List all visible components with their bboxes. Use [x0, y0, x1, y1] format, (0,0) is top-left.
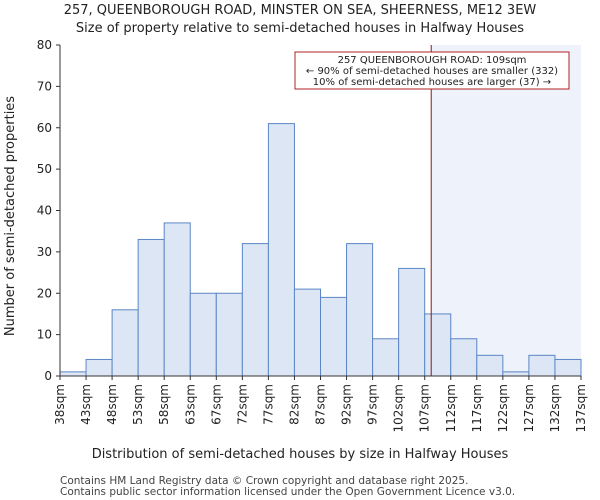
footer-line-2: Contains public sector information licen…: [60, 486, 515, 498]
x-tick-label: 87sqm: [314, 384, 328, 425]
histogram-bar: [424, 313, 452, 377]
annotation-line-3: 10% of semi-detached houses are larger (…: [313, 77, 551, 88]
y-tick-label: 20: [37, 286, 52, 300]
histogram-bar: [163, 222, 191, 377]
histogram-bar: [59, 371, 87, 377]
x-tick-label: 38sqm: [53, 384, 67, 425]
histogram-bar: [267, 123, 295, 377]
y-tick-label: 60: [37, 121, 52, 135]
histogram-bar: [320, 296, 348, 377]
histogram-bar: [85, 358, 113, 377]
marker-annotation: 257 QUEENBOROUGH ROAD: 109sqm ← 90% of s…: [294, 51, 570, 90]
x-tick-label: 97sqm: [366, 384, 380, 425]
histogram-bar: [528, 354, 556, 377]
x-tick-label: 117sqm: [470, 384, 484, 432]
y-tick-label: 50: [37, 162, 52, 176]
y-tick-label: 10: [37, 328, 52, 342]
x-tick-label: 92sqm: [340, 384, 354, 425]
histogram-bar: [111, 309, 139, 377]
histogram-bar: [293, 288, 322, 377]
histogram-bar: [476, 354, 504, 377]
x-axis-label: Distribution of semi-detached houses by …: [92, 447, 509, 462]
y-tick-label: 80: [37, 38, 52, 52]
histogram-bar: [215, 292, 243, 377]
y-tick-label: 70: [37, 79, 52, 93]
annotation-line-2: ← 90% of semi-detached houses are smalle…: [306, 66, 558, 77]
x-tick-label: 132sqm: [548, 384, 562, 432]
chart-title: 257, QUEENBOROUGH ROAD, MINSTER ON SEA, …: [64, 3, 537, 18]
x-tick-label: 53sqm: [131, 384, 145, 425]
histogram-bar: [502, 371, 530, 377]
x-tick-label: 72sqm: [235, 384, 249, 425]
x-tick-label: 67sqm: [209, 384, 223, 425]
x-tick-label: 122sqm: [496, 384, 510, 432]
x-tick-label: 137sqm: [574, 384, 588, 432]
histogram-bar: [241, 243, 269, 377]
histogram-bar: [450, 338, 478, 377]
annotation-line-1: 257 QUEENBOROUGH ROAD: 109sqm: [338, 55, 527, 66]
larger-region-highlight: [431, 45, 581, 376]
x-tick-label: 107sqm: [418, 384, 432, 432]
histogram-bar: [346, 243, 374, 377]
x-tick-label: 48sqm: [105, 384, 119, 425]
x-tick-label: 43sqm: [79, 384, 93, 425]
chart-subtitle: Size of property relative to semi-detach…: [76, 21, 524, 36]
histogram-bar: [137, 238, 165, 377]
y-tick-label: 30: [37, 245, 52, 259]
x-tick-label: 58sqm: [157, 384, 171, 425]
histogram-bar: [189, 292, 217, 377]
x-tick-label: 102sqm: [392, 384, 406, 432]
x-tick-label: 112sqm: [444, 384, 458, 432]
x-tick-label: 82sqm: [287, 384, 301, 425]
footer-line-1: Contains HM Land Registry data © Crown c…: [60, 475, 468, 487]
x-tick-label: 77sqm: [261, 384, 275, 425]
histogram-bar: [398, 267, 426, 377]
histogram-bar: [372, 338, 400, 377]
annotation-box: [294, 51, 570, 90]
y-tick-label: 0: [44, 369, 52, 383]
y-axis-label: Number of semi-detached properties: [3, 96, 18, 336]
y-tick-label: 40: [37, 204, 52, 218]
histogram-bar: [554, 358, 582, 377]
x-tick-label: 63sqm: [183, 384, 197, 425]
x-tick-label: 127sqm: [522, 384, 536, 432]
